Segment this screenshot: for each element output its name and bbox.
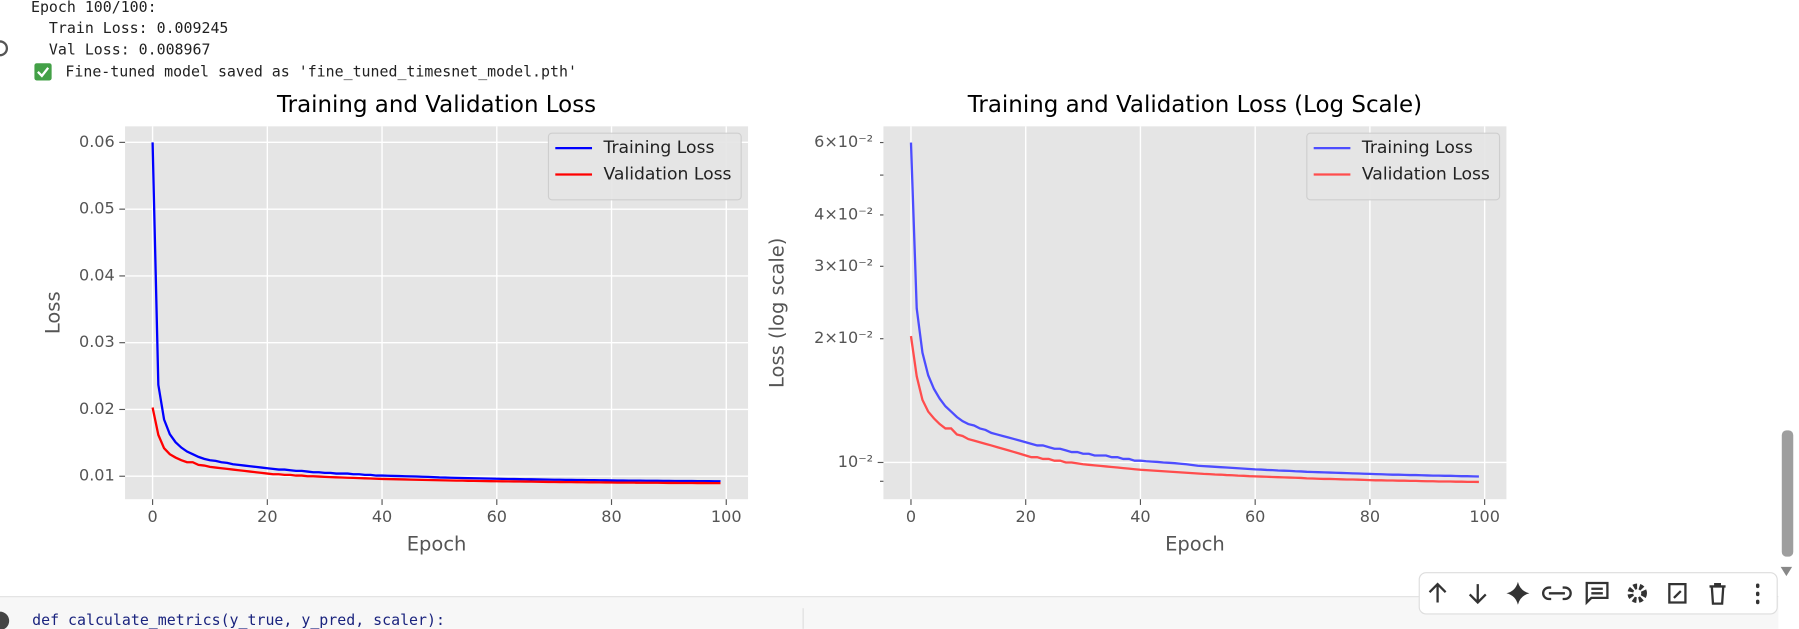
x-tick-label: 100: [1469, 507, 1500, 526]
chart-title: Training and Validation Loss: [276, 92, 596, 118]
x-tick-label: 80: [1360, 507, 1380, 526]
scroll-down[interactable]: [1780, 566, 1793, 577]
comment[interactable]: [1585, 581, 1609, 606]
legend-box: [1306, 132, 1501, 201]
link[interactable]: [1542, 586, 1572, 601]
move-up[interactable]: [1428, 582, 1447, 603]
loss-line: [151, 142, 721, 483]
legend-label: Validation Loss: [603, 165, 731, 185]
run-button[interactable]: [0, 611, 10, 629]
delete[interactable]: [1709, 582, 1726, 605]
cell-toolbar: [1418, 572, 1778, 615]
x-tick-label: 40: [372, 507, 392, 526]
y-axis-label: Loss: [41, 291, 64, 334]
mirror[interactable]: [1668, 582, 1687, 604]
move-down[interactable]: [1468, 584, 1487, 605]
saved-message: Fine-tuned model saved as 'fine_tuned_ti…: [65, 62, 577, 80]
y-tick-label: 0.02: [79, 399, 115, 418]
y-tick-label: 0.05: [79, 199, 115, 218]
scrollbar-thumb[interactable]: [1781, 430, 1794, 557]
settings[interactable]: [1627, 583, 1647, 604]
y-tick-label: 2×10⁻²: [814, 328, 873, 347]
x-tick-label: 0: [147, 507, 157, 526]
y-axis-label: Loss (log scale): [765, 238, 788, 388]
x-tick-label: 0: [906, 507, 916, 526]
legend-label: Training Loss: [1361, 138, 1473, 158]
console-line: Epoch 100/100:: [31, 0, 157, 16]
y-tick-label: 0.01: [79, 466, 115, 485]
y-tick-label: 0.03: [79, 332, 115, 351]
gemini[interactable]: [1506, 581, 1530, 605]
loss-line: [909, 142, 1479, 478]
x-axis-label: Epoch: [407, 533, 467, 556]
y-tick-label: 10⁻²: [838, 452, 873, 471]
legend-box: [547, 132, 742, 201]
y-tick-label: 0.06: [79, 132, 115, 151]
console-line: Train Loss: 0.009245: [31, 19, 228, 37]
x-axis-label: Epoch: [1165, 533, 1225, 556]
legend-label: Validation Loss: [1362, 165, 1490, 185]
y-tick-label: 6×10⁻²: [814, 132, 873, 151]
console-line: Val Loss: 0.008967: [31, 41, 211, 59]
x-tick-label: 20: [257, 507, 277, 526]
output-icon: [0, 40, 9, 57]
x-tick-label: 20: [1015, 507, 1035, 526]
legend-label: Training Loss: [602, 138, 714, 158]
y-tick-label: 4×10⁻²: [814, 204, 873, 223]
code-line: def calculate_metrics(y_true, y_pred, sc…: [32, 611, 445, 629]
check-mark: [37, 67, 50, 78]
x-tick-label: 40: [1130, 507, 1150, 526]
y-tick-label: 3×10⁻²: [814, 256, 873, 275]
chart-title: Training and Validation Loss (Log Scale): [967, 92, 1422, 118]
loss-line: [151, 407, 721, 485]
x-tick-label: 100: [711, 507, 742, 526]
x-tick-label: 60: [487, 507, 507, 526]
x-tick-label: 80: [601, 507, 621, 526]
y-tick-label: 0.04: [79, 265, 115, 284]
loss-line: [909, 335, 1479, 484]
check-icon: [34, 63, 52, 81]
x-tick-label: 60: [1245, 507, 1265, 526]
